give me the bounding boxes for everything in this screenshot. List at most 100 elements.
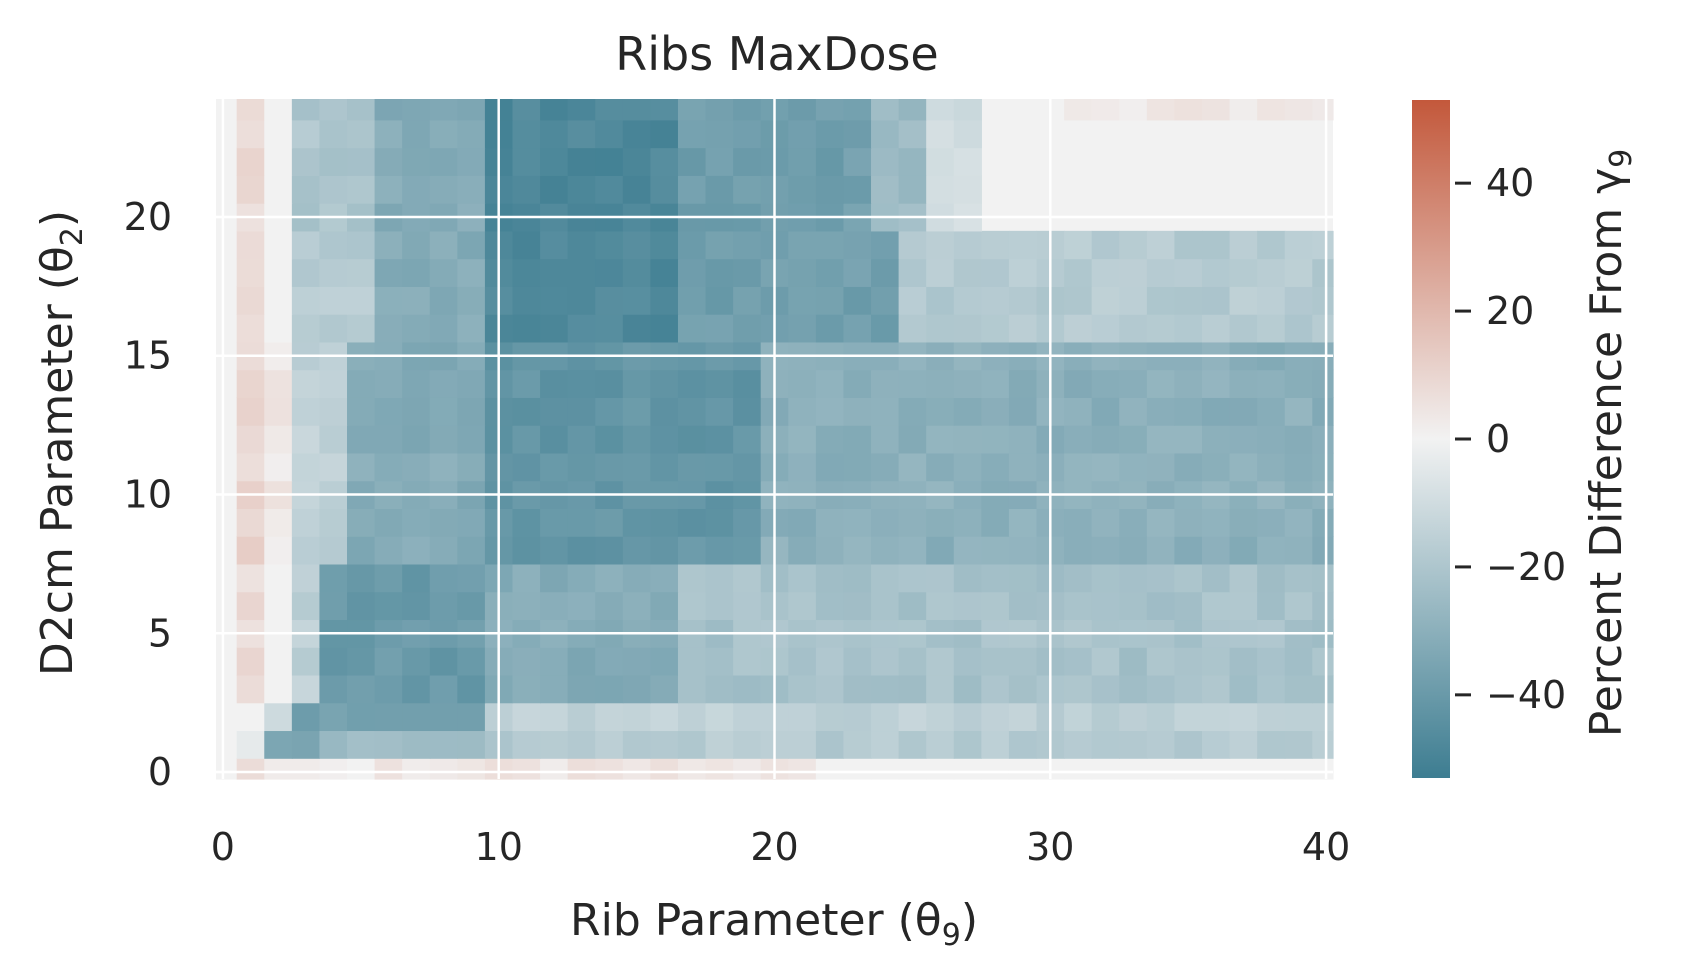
heatmap-cell [677, 758, 707, 780]
heatmap-cell [457, 508, 486, 537]
heatmap-cell [926, 258, 955, 287]
heatmap-cell [429, 536, 458, 565]
heatmap-cell [815, 369, 845, 398]
heatmap-cell [1284, 258, 1313, 287]
heatmap-cell [1091, 314, 1120, 343]
x-tick-label: 30 [1026, 825, 1074, 869]
heatmap-cell [347, 99, 376, 121]
heatmap-cell [1119, 508, 1148, 537]
heatmap-cell [1229, 758, 1258, 780]
heatmap-cell [843, 258, 872, 287]
heatmap-cell [512, 314, 541, 343]
heatmap-cell [1312, 563, 1334, 593]
heatmap-cell [567, 591, 596, 621]
heatmap-cell [512, 758, 541, 780]
heatmap-cell [788, 452, 817, 482]
heatmap-cell [402, 508, 431, 537]
heatmap-cell [788, 591, 817, 621]
heatmap-cell [402, 175, 431, 204]
heatmap-cell [347, 508, 376, 537]
heatmap-cell [677, 647, 707, 676]
heatmap-cell [1119, 425, 1148, 454]
heatmap-cell [1201, 452, 1231, 482]
heatmap-cell [1174, 397, 1203, 426]
heatmap-cell [788, 99, 817, 121]
heatmap-cell [953, 452, 982, 482]
heatmap-cell [1064, 536, 1093, 565]
heatmap-cell [1008, 702, 1038, 732]
heatmap-cell [898, 369, 927, 398]
heatmap-cell [402, 591, 431, 621]
heatmap-cell [650, 230, 679, 260]
heatmap-cell [733, 674, 762, 704]
heatmap-cell [264, 591, 293, 621]
heatmap-cell [429, 175, 458, 204]
heatmap-cell [595, 536, 624, 565]
heatmap-cell [815, 397, 845, 426]
heatmap-cell [374, 674, 403, 704]
heatmap-cell [347, 536, 376, 565]
heatmap-cell [871, 452, 900, 482]
heatmap-cell [1064, 369, 1093, 398]
heatmap-cell [236, 702, 265, 732]
heatmap-cell [953, 286, 982, 315]
heatmap-cell [1064, 674, 1093, 704]
colorbar-tick-label: 0 [1486, 417, 1510, 461]
heatmap-cell [733, 175, 762, 204]
heatmap-cell [264, 702, 293, 732]
heatmap-cell [402, 286, 431, 315]
heatmap-cell [815, 99, 845, 121]
heatmap-cell [512, 536, 541, 565]
heatmap-cell [374, 730, 403, 759]
heatmap-cell [567, 147, 596, 176]
heatmap-cell [374, 99, 403, 121]
heatmap-cell [1174, 674, 1203, 704]
heatmap-cell [650, 452, 679, 482]
heatmap-cell [1312, 536, 1334, 565]
heatmap-cell [1008, 425, 1038, 454]
heatmap-cell [733, 369, 762, 398]
heatmap-cell [898, 119, 927, 149]
heatmap-cell [843, 147, 872, 176]
heatmap-cell [1091, 452, 1120, 482]
heatmap-cell [1008, 536, 1038, 565]
heatmap-cell [926, 119, 955, 149]
heatmap-cell [1174, 452, 1203, 482]
heatmap-cell [622, 730, 651, 759]
heatmap-cell [705, 536, 734, 565]
heatmap-cell [622, 563, 651, 593]
heatmap-cell [843, 99, 872, 121]
heatmap-cell [374, 758, 403, 780]
heatmap-cell [1119, 758, 1148, 780]
heatmap-cell [677, 397, 707, 426]
heatmap-cell [512, 425, 541, 454]
heatmap-cell [1174, 369, 1203, 398]
heatmap-cell [429, 591, 458, 621]
heatmap-cell [1312, 286, 1334, 315]
heatmap-cell [1257, 674, 1286, 704]
heatmap-cell [1091, 758, 1120, 780]
heatmap-cell [898, 286, 927, 315]
heatmap-cell [871, 286, 900, 315]
heatmap-cell [1146, 230, 1176, 260]
x-tick-label: 0 [211, 825, 235, 869]
heatmap-cell [1064, 591, 1093, 621]
heatmap-cell [540, 536, 569, 565]
heatmap-cell [1008, 230, 1038, 260]
heatmap-cell [733, 563, 762, 593]
heatmap-cell [898, 230, 927, 260]
heatmap-cell [457, 758, 486, 780]
heatmap-cell [512, 397, 541, 426]
heatmap-cell [1201, 314, 1231, 343]
heatmap-cell [374, 591, 403, 621]
heatmap-cell [815, 425, 845, 454]
heatmap-cell [540, 563, 569, 593]
heatmap-cell [347, 758, 376, 780]
heatmap-cell [1284, 674, 1313, 704]
heatmap-cell [705, 425, 734, 454]
heatmap-cell [650, 314, 679, 343]
heatmap-cell [1284, 563, 1313, 593]
heatmap-cell [457, 147, 486, 176]
heatmap-cell [926, 591, 955, 621]
heatmap-cell [567, 674, 596, 704]
